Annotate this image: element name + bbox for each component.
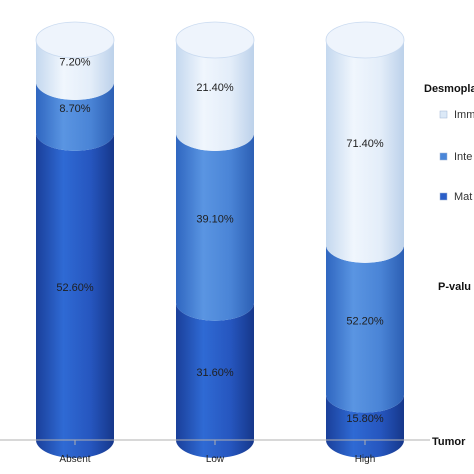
legend-label: Imm xyxy=(454,109,474,121)
data-label-inte-absent: 8.70% xyxy=(59,103,90,115)
bar-segment-imm-absent xyxy=(36,40,114,101)
legend-label: Inte xyxy=(454,151,472,163)
bar-top-cap xyxy=(175,21,255,59)
bars-layer: 52.60% 8.70% 7.20% 31.60% 39.10% 21.40% 15.80%… xyxy=(35,21,405,458)
bar-top-cap xyxy=(35,21,115,59)
bar-segment-mat-low xyxy=(176,302,254,458)
bar-cylinder-low: 31.60% 39.10% 21.40% xyxy=(175,21,255,458)
legend-swatch xyxy=(439,192,448,201)
bar-segment-inte-absent xyxy=(36,82,114,151)
data-label-inte-low: 39.10% xyxy=(196,213,234,225)
data-label-inte-high: 52.20% xyxy=(346,315,384,327)
bar-segment-imm-high xyxy=(326,40,404,263)
bar-segment-mat-high xyxy=(326,394,404,458)
legend-swatch xyxy=(439,152,448,161)
bar-segment-inte-low xyxy=(176,132,254,321)
category-label-absent: Absent xyxy=(59,454,90,465)
bar-segment-imm-low xyxy=(176,40,254,151)
category-label-high: High xyxy=(355,454,376,465)
bar-segment-mat-absent xyxy=(36,132,114,458)
bar-segment-inte-high xyxy=(326,244,404,413)
data-label-imm-high: 71.40% xyxy=(346,138,384,150)
data-label-imm-low: 21.40% xyxy=(196,82,234,94)
legend-item-imm: Imm xyxy=(439,109,474,121)
data-label-mat-high: 15.80% xyxy=(346,413,384,425)
bar-cylinder-high: 15.80% 52.20% 71.40% xyxy=(325,21,405,458)
data-label-mat-absent: 52.60% xyxy=(56,282,94,294)
legend-swatch xyxy=(439,110,448,119)
legend-item-inte: Inte xyxy=(439,151,472,163)
bar-cylinder-absent: 52.60% 8.70% 7.20% xyxy=(35,21,115,458)
legend: Imm Inte Mat xyxy=(439,109,474,203)
p-value-label: P-valu xyxy=(438,281,471,293)
data-label-imm-absent: 7.20% xyxy=(59,57,90,69)
x-axis-title: Tumor xyxy=(432,436,466,448)
bar-top-cap xyxy=(325,21,405,59)
category-labels: Absent Low High xyxy=(59,440,375,465)
legend-title: Desmopla xyxy=(424,83,474,95)
category-label-low: Low xyxy=(206,454,225,465)
legend-item-mat: Mat xyxy=(439,191,472,203)
data-label-mat-low: 31.60% xyxy=(196,367,234,379)
legend-label: Mat xyxy=(454,191,472,203)
